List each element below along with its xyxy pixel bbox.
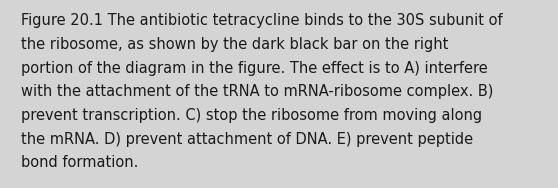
Text: prevent transcription. C) stop the ribosome from moving along: prevent transcription. C) stop the ribos… [21, 108, 482, 123]
Text: bond formation.: bond formation. [21, 155, 138, 170]
Text: with the attachment of the tRNA to mRNA-ribosome complex. B): with the attachment of the tRNA to mRNA-… [21, 84, 494, 99]
Text: Figure 20.1 The antibiotic tetracycline binds to the 30S subunit of: Figure 20.1 The antibiotic tetracycline … [21, 13, 503, 28]
Text: portion of the diagram in the figure. The effect is to A) interfere: portion of the diagram in the figure. Th… [21, 61, 488, 76]
Text: the mRNA. D) prevent attachment of DNA. E) prevent peptide: the mRNA. D) prevent attachment of DNA. … [21, 132, 473, 147]
Text: the ribosome, as shown by the dark black bar on the right: the ribosome, as shown by the dark black… [21, 37, 449, 52]
